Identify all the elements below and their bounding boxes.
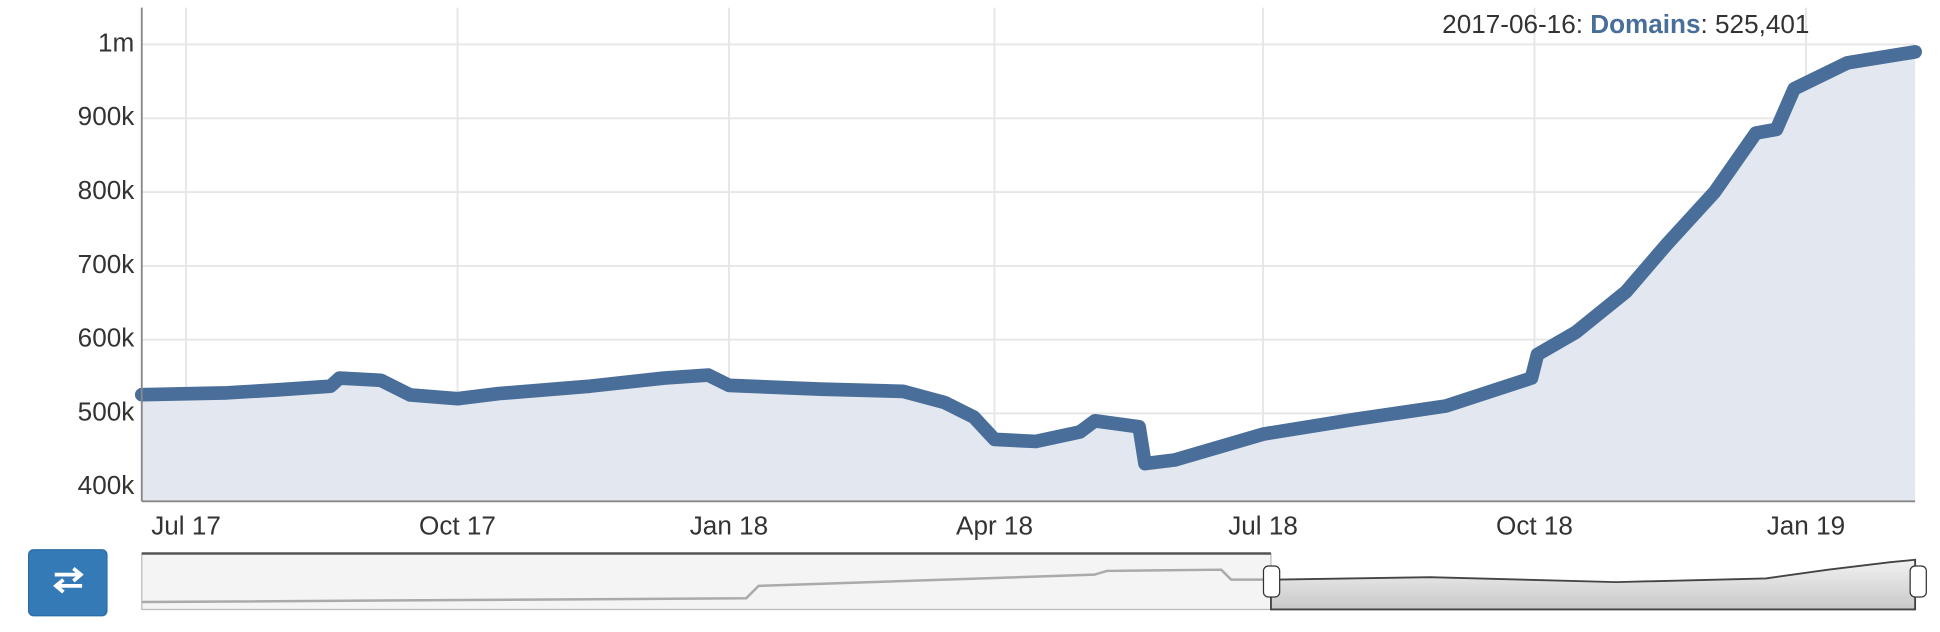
x-tick-label: Jan 19 (1767, 510, 1845, 540)
range-handle-right[interactable] (1909, 565, 1927, 598)
line (134, 45, 1922, 471)
legend-series: Domains (1590, 9, 1700, 39)
y-tick-label: 800k (78, 175, 136, 205)
button-icon (53, 567, 84, 594)
range-selected (1270, 558, 1917, 611)
x-tick-label: Apr 18 (956, 510, 1033, 540)
button-bg[interactable] (27, 549, 108, 617)
x-tick-label: Jul 17 (151, 510, 221, 540)
legend: 2017-06-16: Domains: 525,401 (1442, 9, 1809, 39)
y-tick-label: 700k (78, 249, 136, 279)
x-tick-label: Jan 18 (690, 510, 768, 540)
legend-date: 2017-06-16 (1442, 9, 1576, 39)
y-tick-label: 500k (78, 396, 136, 426)
axis-labels: 400k 500k 600k 700k 800k 900k 1m Jul 17 Oct 17 Ja… (78, 27, 1845, 540)
range-selector[interactable] (141, 552, 1927, 611)
legend-separator: : (1576, 9, 1591, 39)
area (141, 51, 1916, 502)
x-tick-label: Oct 18 (1496, 510, 1573, 540)
range-handle-left[interactable] (1262, 565, 1281, 598)
x-tick-label: Oct 17 (419, 510, 496, 540)
range-overview-line (141, 568, 1271, 604)
toggle-button[interactable] (27, 549, 108, 617)
y-tick-label: 1m (98, 27, 134, 57)
y-tick-label: 600k (78, 323, 136, 353)
legend-separator: : (1701, 9, 1716, 39)
legend-value: 525,401 (1715, 9, 1809, 39)
plot-area (134, 45, 1922, 502)
x-tick-label: Jul 18 (1228, 510, 1298, 540)
y-tick-label: 900k (78, 101, 136, 131)
y-tick-label: 400k (78, 470, 136, 500)
